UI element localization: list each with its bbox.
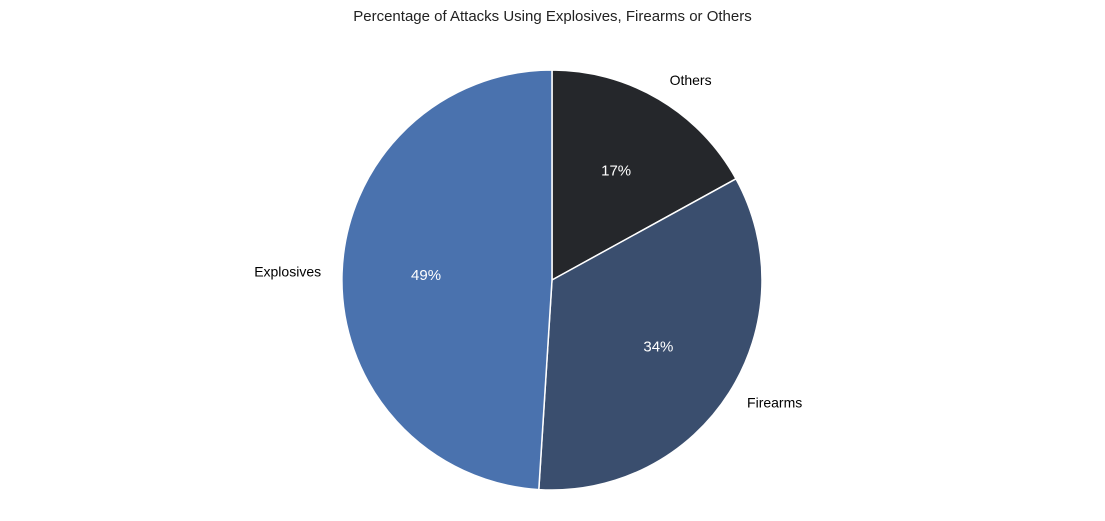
pie-slice-others: [551, 69, 737, 281]
pie-slice-firearms: [538, 178, 763, 491]
pct-label-firearms: 34%: [643, 338, 673, 355]
pct-label-others: 17%: [601, 163, 631, 180]
pct-label-explosives: 49%: [411, 267, 441, 284]
slice-label-others: Others: [670, 72, 712, 88]
chart-title: Percentage of Attacks Using Explosives, …: [353, 8, 752, 25]
pie-slice-explosives: [341, 69, 553, 491]
pie-labels: Others 17% Firearms 34% Explosives 49%: [254, 72, 802, 411]
slice-label-explosives: Explosives: [254, 263, 321, 279]
slice-label-firearms: Firearms: [747, 394, 802, 410]
pie-slices: [341, 69, 763, 491]
